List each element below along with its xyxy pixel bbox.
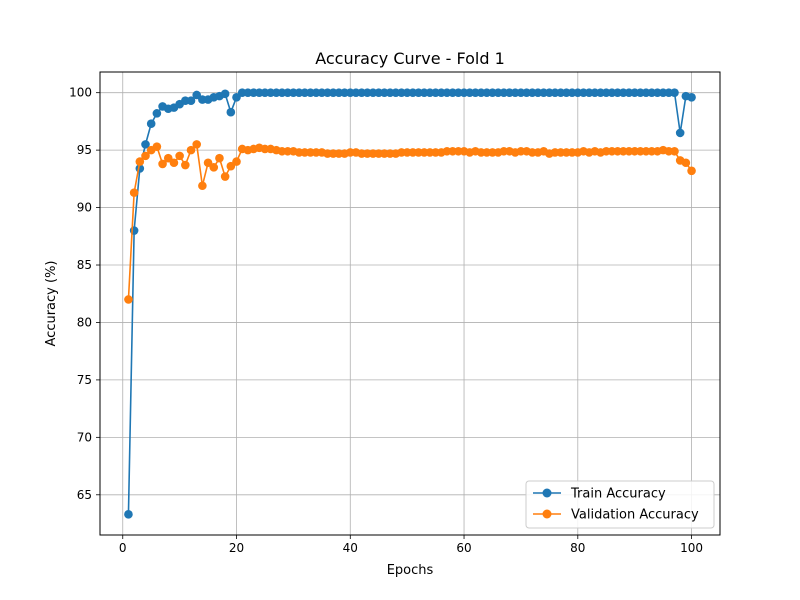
series-train-accuracy <box>124 88 696 519</box>
validation-accuracy-point <box>192 140 201 149</box>
train-accuracy-point <box>186 96 196 106</box>
validation-accuracy-point <box>175 151 184 161</box>
series-layer <box>124 88 696 519</box>
chart-title: Accuracy Curve - Fold 1 <box>315 49 505 68</box>
validation-accuracy-point <box>681 158 691 168</box>
validation-accuracy-point <box>181 160 190 170</box>
train-accuracy-point <box>220 89 230 99</box>
validation-accuracy-point <box>141 151 150 161</box>
x-tick-label: 40 <box>343 541 358 555</box>
legend-label-validation: Validation Accuracy <box>571 508 699 523</box>
series-validation-accuracy <box>124 140 696 304</box>
x-tick-label: 0 <box>119 541 127 555</box>
validation-accuracy-point <box>124 295 133 304</box>
validation-accuracy-point <box>215 153 224 163</box>
x-tick-label: 20 <box>229 541 244 555</box>
train-accuracy-point <box>152 109 162 118</box>
train-accuracy-point <box>141 140 150 149</box>
y-tick-label: 95 <box>77 143 92 157</box>
legend-label-train: Train Accuracy <box>570 487 666 502</box>
y-axis-label: Accuracy (%) <box>44 261 59 347</box>
validation-accuracy-point <box>129 188 139 197</box>
x-axis-label: Epochs <box>387 563 434 578</box>
x-tick-label: 60 <box>456 541 471 555</box>
y-tick-label: 90 <box>77 201 92 215</box>
train-accuracy-point <box>675 128 685 138</box>
validation-accuracy-point <box>220 172 230 181</box>
y-tick-label: 100 <box>69 86 92 100</box>
validation-accuracy-point <box>198 181 207 191</box>
train-accuracy-point <box>146 119 156 128</box>
x-tick-label: 80 <box>570 541 585 555</box>
y-tick-label: 85 <box>77 258 92 272</box>
legend-box <box>525 480 715 529</box>
validation-accuracy-point <box>158 159 167 169</box>
y-tick-label: 80 <box>77 315 92 329</box>
validation-accuracy-point <box>186 145 196 155</box>
plot-frame <box>99 71 721 536</box>
train-accuracy-point <box>124 510 133 519</box>
validation-accuracy-point <box>687 166 696 176</box>
y-tick-label: 75 <box>77 373 92 387</box>
legend: Train Accuracy Validation Accuracy <box>525 480 715 529</box>
axis-ticks: 0 20 40 60 80 100 65 70 75 80 85 90 95 100 <box>69 86 703 555</box>
legend-swatch-validation-marker <box>542 509 552 519</box>
validation-accuracy-point <box>135 157 145 166</box>
train-accuracy-point <box>670 88 679 97</box>
y-tick-label: 65 <box>77 488 92 502</box>
train-accuracy-point <box>232 92 241 102</box>
x-tick-label: 100 <box>680 541 703 555</box>
validation-accuracy-point <box>232 157 241 166</box>
y-tick-label: 70 <box>77 430 92 444</box>
validation-accuracy-point <box>152 142 162 151</box>
legend-swatch-train-marker <box>542 488 552 498</box>
train-accuracy-point <box>687 92 696 102</box>
validation-accuracy-point <box>203 158 213 168</box>
validation-accuracy-point <box>209 163 219 172</box>
validation-accuracy-point <box>169 158 179 168</box>
train-accuracy-point <box>226 107 236 117</box>
validation-accuracy-point <box>670 146 679 156</box>
train-accuracy-point <box>129 226 139 235</box>
